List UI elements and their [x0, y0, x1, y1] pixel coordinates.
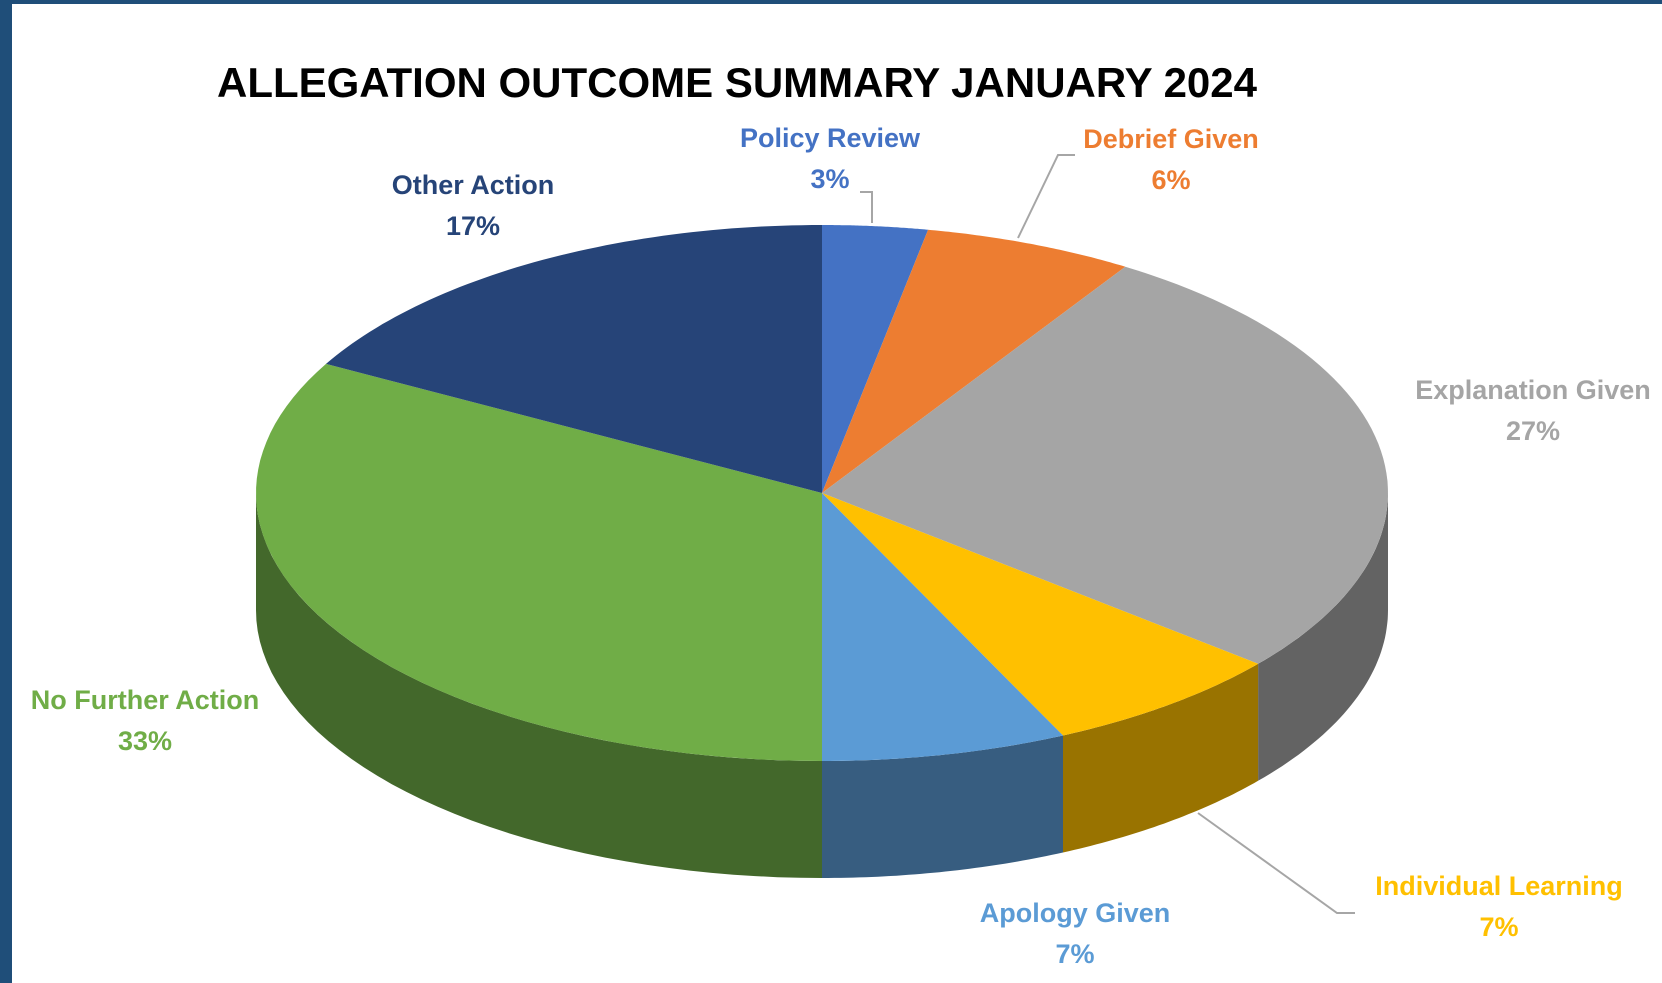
value-label: 33% — [118, 726, 172, 756]
slice — [822, 493, 1063, 761]
slice — [256, 363, 823, 761]
category-label: Policy Review — [740, 123, 921, 153]
slice-side — [256, 493, 822, 878]
category-label: Debrief Given — [1083, 124, 1259, 154]
value-label: 6% — [1151, 165, 1190, 195]
slice — [822, 266, 1388, 664]
value-label: 3% — [810, 164, 849, 194]
value-label: 27% — [1506, 416, 1560, 446]
slice — [326, 225, 822, 493]
value-label: 17% — [446, 211, 500, 241]
slice — [822, 229, 1126, 493]
slice-side — [822, 735, 1063, 878]
value-label: 7% — [1055, 939, 1094, 969]
value-label: 7% — [1479, 912, 1518, 942]
category-label: Apology Given — [980, 898, 1171, 928]
category-label: Explanation Given — [1415, 375, 1651, 405]
category-label: Individual Learning — [1375, 871, 1623, 901]
slice-side — [1258, 493, 1388, 781]
slice-side — [1063, 663, 1259, 853]
leader-line — [1197, 812, 1355, 914]
category-label: No Further Action — [31, 685, 260, 715]
slice — [822, 493, 1259, 736]
slice — [822, 225, 929, 493]
chart-title: ALLEGATION OUTCOME SUMMARY JANUARY 2024 — [217, 59, 1258, 106]
leader-line — [1017, 154, 1075, 239]
leader-line — [860, 191, 873, 223]
category-label: Other Action — [392, 170, 555, 200]
